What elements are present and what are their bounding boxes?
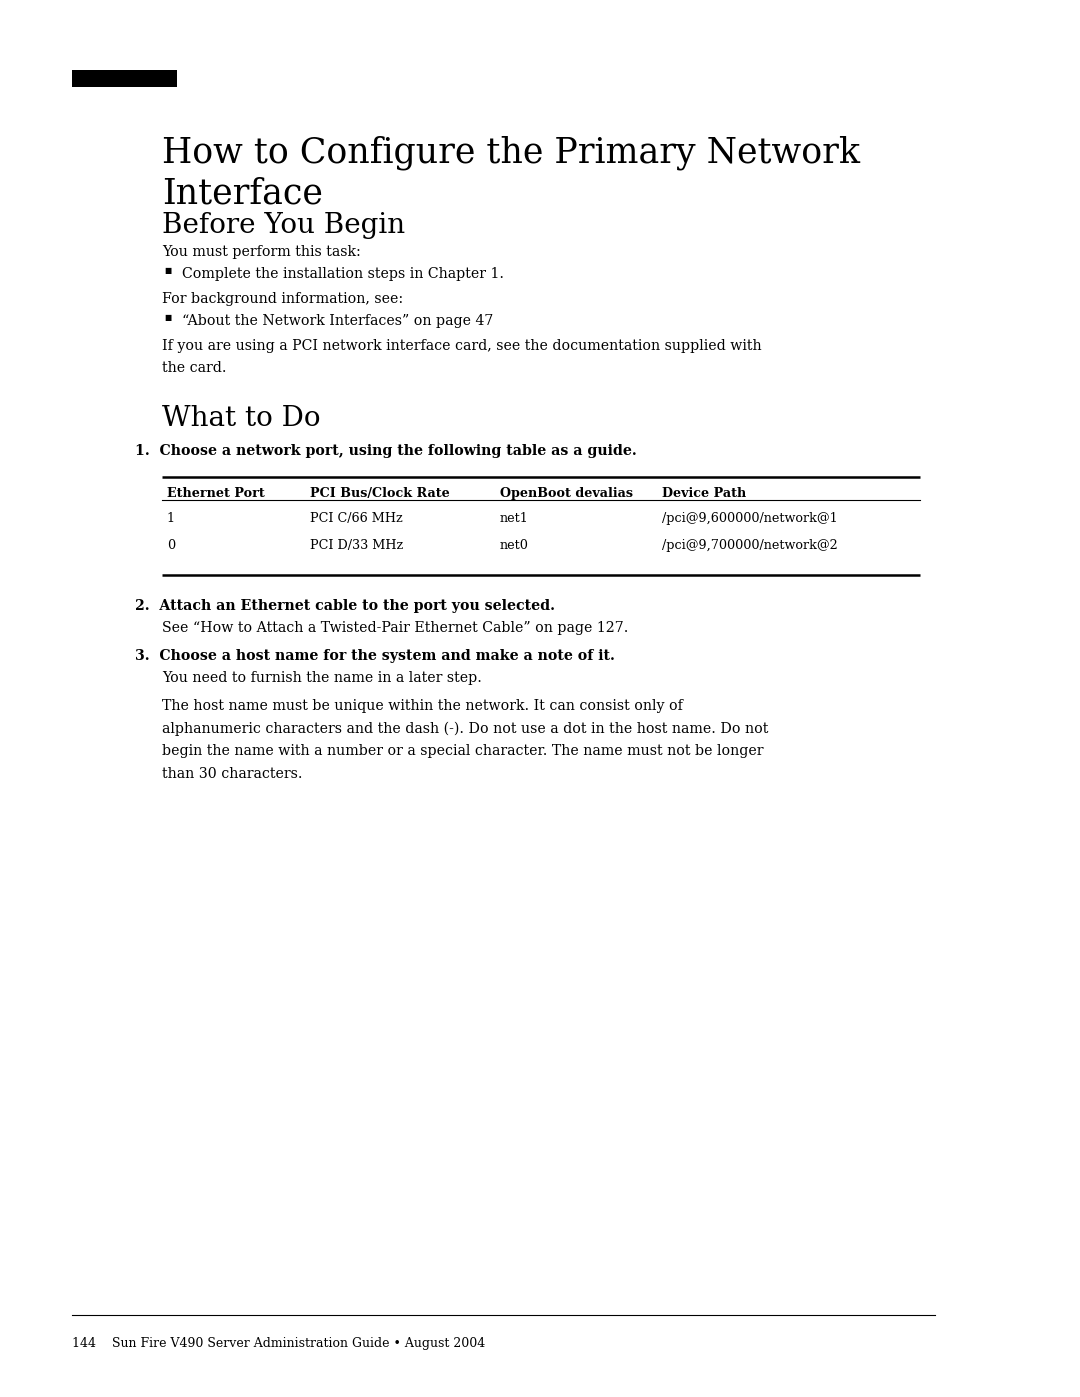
Text: /pci@9,600000/network@1: /pci@9,600000/network@1 [662,511,838,525]
Text: You must perform this task:: You must perform this task: [162,244,361,258]
Text: Complete the installation steps in Chapter 1.: Complete the installation steps in Chapt… [183,267,504,281]
Text: PCI Bus/Clock Rate: PCI Bus/Clock Rate [310,488,449,500]
Text: ■: ■ [164,314,172,321]
Text: “About the Network Interfaces” on page 47: “About the Network Interfaces” on page 4… [183,314,494,328]
Text: ■: ■ [164,267,172,275]
Text: If you are using a PCI network interface card, see the documentation supplied wi: If you are using a PCI network interface… [162,339,761,353]
Text: the card.: the card. [162,362,227,376]
Text: Before You Begin: Before You Begin [162,212,405,239]
Text: How to Configure the Primary Network
Interface: How to Configure the Primary Network Int… [162,136,860,211]
Text: Ethernet Port: Ethernet Port [167,488,265,500]
Text: PCI C/66 MHz: PCI C/66 MHz [310,511,403,525]
Text: /pci@9,700000/network@2: /pci@9,700000/network@2 [662,539,838,552]
Text: For background information, see:: For background information, see: [162,292,403,306]
Text: than 30 characters.: than 30 characters. [162,767,302,781]
Text: You need to furnish the name in a later step.: You need to furnish the name in a later … [162,671,482,685]
Text: 3.  Choose a host name for the system and make a note of it.: 3. Choose a host name for the system and… [135,650,615,664]
Text: begin the name with a number or a special character. The name must not be longer: begin the name with a number or a specia… [162,745,764,759]
Text: 2.  Attach an Ethernet cable to the port you selected.: 2. Attach an Ethernet cable to the port … [135,599,555,613]
Text: 0: 0 [167,539,175,552]
Text: PCI D/33 MHz: PCI D/33 MHz [310,539,403,552]
Text: Device Path: Device Path [662,488,746,500]
Text: 1: 1 [167,511,175,525]
Text: OpenBoot devalias: OpenBoot devalias [500,488,633,500]
Text: The host name must be unique within the network. It can consist only of: The host name must be unique within the … [162,698,683,712]
Bar [72,70,177,87]
Text: alphanumeric characters and the dash (-). Do not use a dot in the host name. Do : alphanumeric characters and the dash (-)… [162,721,768,736]
Text: net1: net1 [500,511,529,525]
Text: net0: net0 [500,539,529,552]
Text: 1.  Choose a network port, using the following table as a guide.: 1. Choose a network port, using the foll… [135,444,637,458]
Text: See “How to Attach a Twisted-Pair Ethernet Cable” on page 127.: See “How to Attach a Twisted-Pair Ethern… [162,622,629,636]
Text: What to Do: What to Do [162,405,321,432]
Text: 144    Sun Fire V490 Server Administration Guide • August 2004: 144 Sun Fire V490 Server Administration … [72,1337,485,1350]
